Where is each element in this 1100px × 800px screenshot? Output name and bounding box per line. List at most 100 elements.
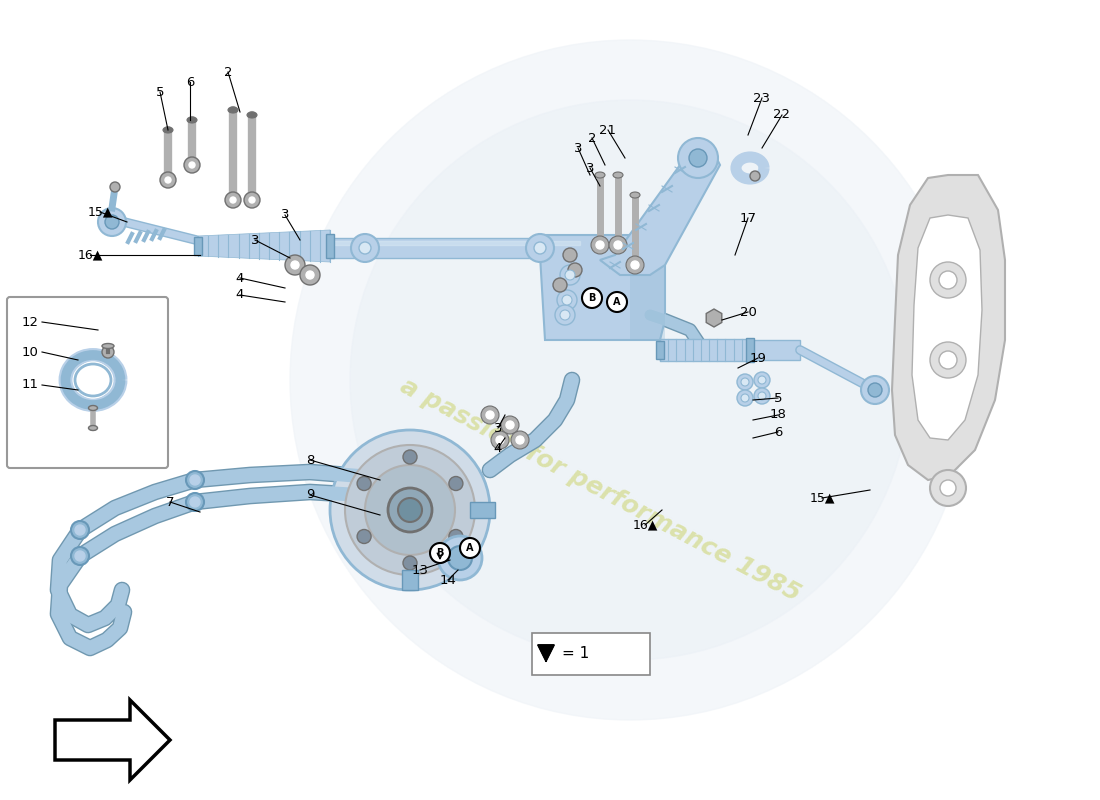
- Ellipse shape: [102, 343, 114, 349]
- Bar: [660, 339, 750, 361]
- Text: = 1: = 1: [562, 646, 590, 662]
- Text: a passion for performance 1985: a passion for performance 1985: [396, 374, 804, 606]
- Circle shape: [98, 208, 126, 236]
- Text: 17: 17: [739, 211, 757, 225]
- Text: 7: 7: [166, 495, 174, 509]
- Circle shape: [449, 530, 463, 543]
- Circle shape: [481, 406, 499, 424]
- Circle shape: [758, 376, 766, 384]
- Text: 3: 3: [280, 209, 289, 222]
- Circle shape: [292, 261, 299, 269]
- Bar: [330, 241, 580, 245]
- Circle shape: [512, 431, 529, 449]
- Text: 3: 3: [574, 142, 582, 154]
- Circle shape: [449, 477, 463, 490]
- Circle shape: [534, 242, 546, 254]
- Circle shape: [75, 525, 85, 535]
- Bar: [330, 238, 580, 258]
- Circle shape: [491, 431, 509, 449]
- Circle shape: [614, 241, 622, 249]
- Circle shape: [460, 538, 480, 558]
- Circle shape: [496, 436, 504, 444]
- Circle shape: [300, 265, 320, 285]
- Ellipse shape: [595, 172, 605, 178]
- Text: A: A: [466, 543, 474, 553]
- Text: 5: 5: [156, 86, 164, 98]
- Circle shape: [741, 394, 749, 402]
- Ellipse shape: [187, 117, 197, 123]
- Circle shape: [553, 278, 566, 292]
- Text: 8: 8: [306, 454, 315, 466]
- Circle shape: [75, 551, 85, 561]
- Circle shape: [244, 192, 260, 208]
- Circle shape: [737, 374, 754, 390]
- Ellipse shape: [163, 127, 173, 133]
- Circle shape: [758, 392, 766, 400]
- Circle shape: [506, 421, 514, 429]
- Circle shape: [526, 234, 554, 262]
- Circle shape: [403, 556, 417, 570]
- Circle shape: [398, 498, 422, 522]
- Circle shape: [358, 477, 371, 490]
- Circle shape: [230, 197, 236, 203]
- Polygon shape: [892, 175, 1005, 480]
- Text: 19: 19: [749, 351, 767, 365]
- Circle shape: [165, 177, 170, 183]
- Circle shape: [556, 305, 575, 325]
- Text: 16▲: 16▲: [632, 518, 658, 531]
- Circle shape: [358, 530, 371, 543]
- Circle shape: [861, 376, 889, 404]
- Text: 3: 3: [585, 162, 594, 174]
- Circle shape: [184, 157, 200, 173]
- Text: 3: 3: [494, 422, 503, 434]
- Bar: [746, 338, 754, 362]
- Circle shape: [560, 310, 570, 320]
- Circle shape: [351, 234, 380, 262]
- Text: 22: 22: [773, 109, 791, 122]
- Circle shape: [741, 378, 749, 386]
- Text: 4: 4: [235, 289, 244, 302]
- Circle shape: [868, 383, 882, 397]
- Circle shape: [557, 290, 578, 310]
- Text: 5: 5: [773, 391, 782, 405]
- Circle shape: [754, 388, 770, 404]
- Circle shape: [438, 536, 482, 580]
- Circle shape: [930, 342, 966, 378]
- Circle shape: [582, 288, 602, 308]
- Bar: [660, 340, 800, 360]
- Circle shape: [226, 192, 241, 208]
- Circle shape: [754, 372, 770, 388]
- Text: 4: 4: [235, 271, 244, 285]
- Bar: [194, 237, 202, 255]
- Circle shape: [500, 416, 519, 434]
- Text: 6: 6: [773, 426, 782, 438]
- Text: A: A: [614, 297, 620, 307]
- Ellipse shape: [613, 172, 623, 178]
- Circle shape: [102, 346, 114, 358]
- Circle shape: [750, 171, 760, 181]
- Text: 10: 10: [22, 346, 38, 358]
- Text: 14: 14: [440, 574, 456, 586]
- Circle shape: [403, 450, 417, 464]
- Circle shape: [189, 162, 195, 168]
- Text: 2: 2: [223, 66, 232, 78]
- Ellipse shape: [630, 192, 640, 198]
- Bar: [470, 502, 495, 518]
- Text: B: B: [437, 548, 443, 558]
- Text: 15▲: 15▲: [810, 491, 835, 505]
- Ellipse shape: [248, 112, 257, 118]
- Circle shape: [110, 182, 120, 192]
- Circle shape: [160, 172, 176, 188]
- Circle shape: [930, 262, 966, 298]
- Text: 2: 2: [587, 131, 596, 145]
- Text: 15▲: 15▲: [87, 206, 112, 218]
- Circle shape: [186, 493, 204, 511]
- Ellipse shape: [228, 107, 238, 113]
- Text: 9: 9: [306, 489, 315, 502]
- Text: 23: 23: [754, 91, 770, 105]
- Text: 16▲: 16▲: [77, 249, 102, 262]
- Polygon shape: [540, 235, 666, 340]
- Polygon shape: [600, 155, 720, 275]
- Text: 18: 18: [770, 409, 786, 422]
- Circle shape: [190, 475, 200, 485]
